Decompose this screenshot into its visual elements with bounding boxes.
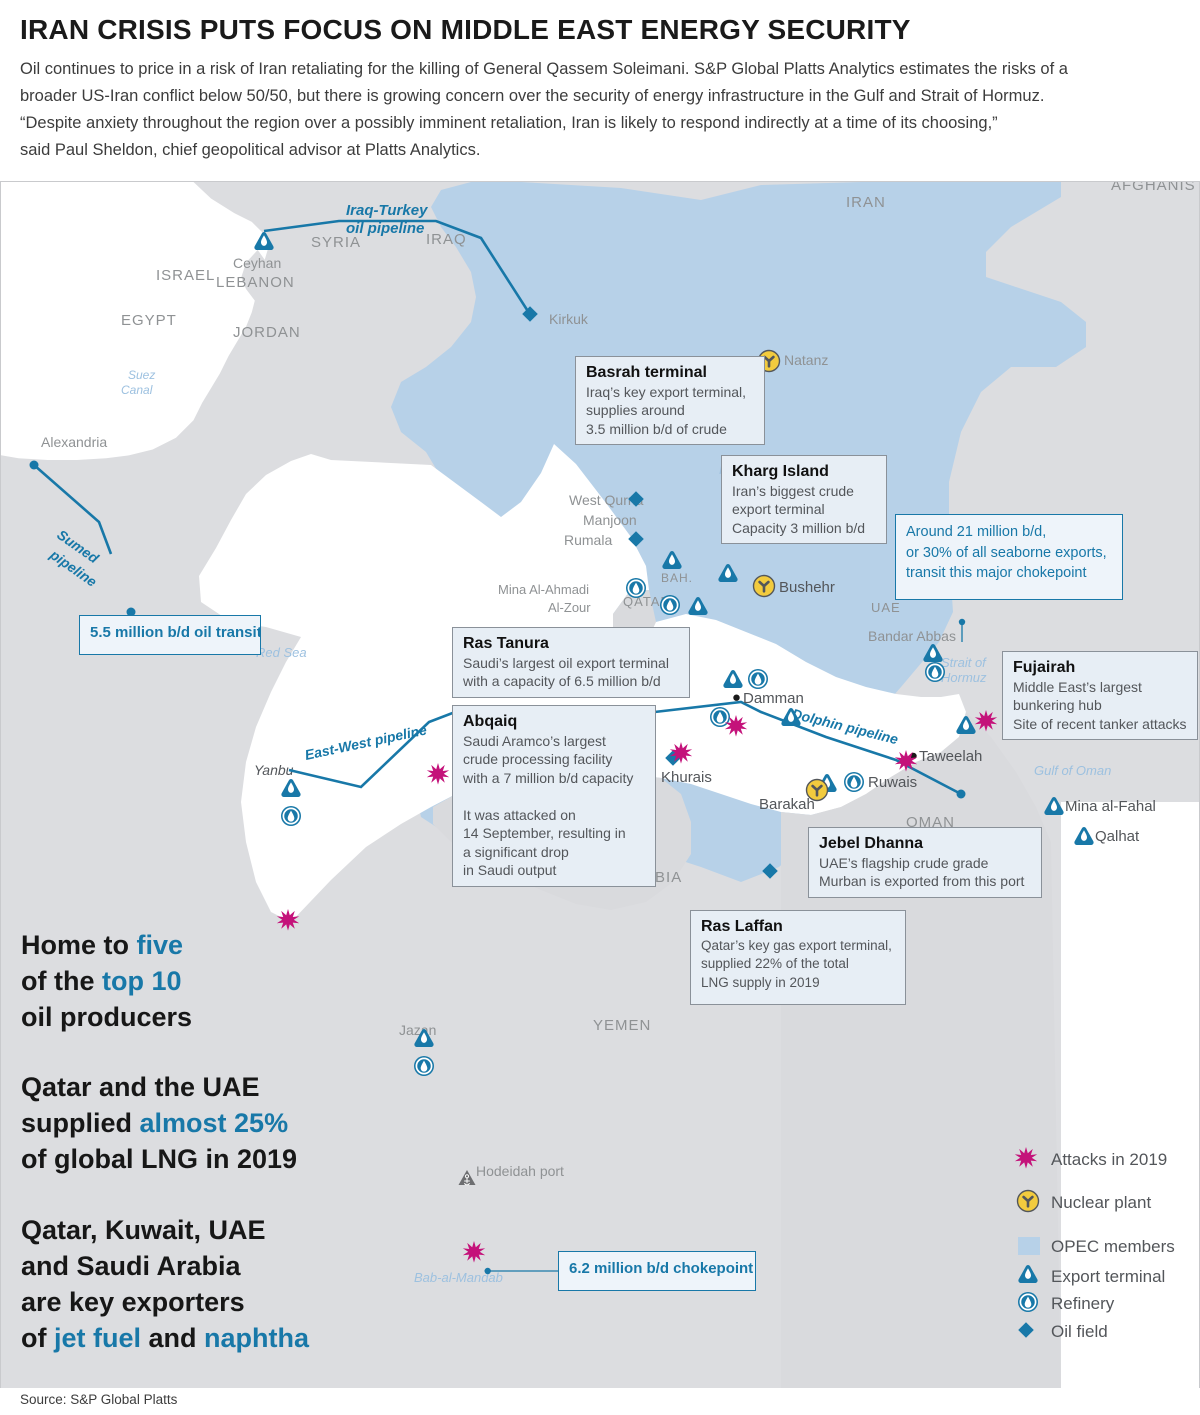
svg-text:Khurais: Khurais <box>661 769 712 786</box>
svg-text:Canal: Canal <box>121 383 153 397</box>
svg-text:UAE: UAE <box>871 600 901 615</box>
svg-text:oil pipeline: oil pipeline <box>346 220 424 237</box>
svg-text:OPEC members: OPEC members <box>1051 1237 1175 1256</box>
svg-text:Bandar Abbas: Bandar Abbas <box>868 628 956 644</box>
svg-text:EGYPT: EGYPT <box>121 312 177 329</box>
svg-text:Rumala: Rumala <box>564 532 612 548</box>
svg-text:Bushehr: Bushehr <box>779 579 835 596</box>
svg-text:Nuclear plant: Nuclear plant <box>1051 1193 1151 1212</box>
svg-text:IRAQ: IRAQ <box>426 231 467 248</box>
svg-text:Jazan: Jazan <box>399 1022 436 1038</box>
svg-text:Taweelah: Taweelah <box>919 748 982 765</box>
svg-text:Gulf of Oman: Gulf of Oman <box>1034 763 1111 778</box>
svg-text:Damman: Damman <box>743 690 804 707</box>
svg-text:LEBANON: LEBANON <box>216 274 295 291</box>
svg-text:Hormuz: Hormuz <box>941 670 987 685</box>
svg-text:Attacks in 2019: Attacks in 2019 <box>1051 1150 1167 1169</box>
svg-text:Barakah: Barakah <box>759 796 815 813</box>
svg-text:Refinery: Refinery <box>1051 1294 1115 1313</box>
svg-text:Kirkuk: Kirkuk <box>549 311 589 327</box>
svg-text:Ruwais: Ruwais <box>868 774 917 791</box>
svg-text:Mina Al-Ahmadi: Mina Al-Ahmadi <box>498 582 589 597</box>
svg-text:Hodeidah port: Hodeidah port <box>476 1163 564 1179</box>
svg-text:Ceyhan: Ceyhan <box>233 255 281 271</box>
svg-text:Yanbu: Yanbu <box>254 762 294 778</box>
svg-text:Oil field: Oil field <box>1051 1322 1108 1341</box>
svg-text:Suez: Suez <box>128 368 155 382</box>
svg-text:Natanz: Natanz <box>784 352 828 368</box>
svg-text:Iraq-Turkey: Iraq-Turkey <box>346 202 428 219</box>
svg-text:Mina al-Fahal: Mina al-Fahal <box>1065 798 1156 815</box>
svg-text:Qalhat: Qalhat <box>1095 828 1140 845</box>
svg-text:Red Sea: Red Sea <box>256 645 307 660</box>
svg-text:ISRAEL: ISRAEL <box>156 267 215 284</box>
svg-text:Al-Zour: Al-Zour <box>548 600 591 615</box>
svg-text:BAH.: BAH. <box>661 571 693 585</box>
svg-text:Alexandria: Alexandria <box>41 434 107 450</box>
svg-text:Manjoon: Manjoon <box>583 512 637 528</box>
svg-text:AFGHANISTAN: AFGHANISTAN <box>1111 182 1200 194</box>
svg-text:JORDAN: JORDAN <box>233 324 301 341</box>
svg-text:YEMEN: YEMEN <box>593 1017 651 1034</box>
svg-text:Strait of: Strait of <box>941 655 987 670</box>
svg-text:IRAN: IRAN <box>846 194 886 211</box>
svg-text:Export terminal: Export terminal <box>1051 1267 1165 1286</box>
